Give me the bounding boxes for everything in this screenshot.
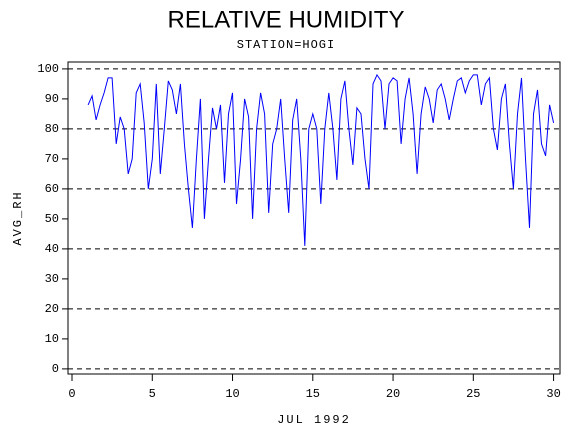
x-tick-label: 20 — [386, 387, 400, 401]
y-axis-label: AVG_RH — [11, 190, 25, 245]
y-tick-label: 80 — [45, 122, 59, 136]
y-tick-label: 100 — [37, 62, 59, 76]
data-line — [87, 73, 555, 246]
y-tick-label: 0 — [52, 362, 59, 376]
y-tick-label: 90 — [45, 92, 59, 106]
x-tick-label: 25 — [466, 387, 480, 401]
chart-title: RELATIVE HUMIDITY — [168, 6, 405, 33]
x-tick-label: 30 — [546, 387, 560, 401]
y-tick-label: 30 — [45, 272, 59, 286]
plot-frame — [67, 61, 561, 375]
x-axis-label: JUL 1992 — [277, 413, 351, 427]
y-tick-label: 40 — [45, 242, 59, 256]
y-tick-label: 70 — [45, 152, 59, 166]
x-tick-label: 15 — [306, 387, 320, 401]
y-tick-label: 10 — [45, 332, 59, 346]
chart-subtitle: STATION=HOGI — [237, 38, 335, 52]
y-tick-label: 50 — [45, 212, 59, 226]
y-tick-label: 20 — [45, 302, 59, 316]
x-tick-label: 5 — [149, 387, 156, 401]
x-tick-label: 10 — [225, 387, 239, 401]
x-tick-label: 0 — [68, 387, 75, 401]
y-tick-label: 60 — [45, 182, 59, 196]
